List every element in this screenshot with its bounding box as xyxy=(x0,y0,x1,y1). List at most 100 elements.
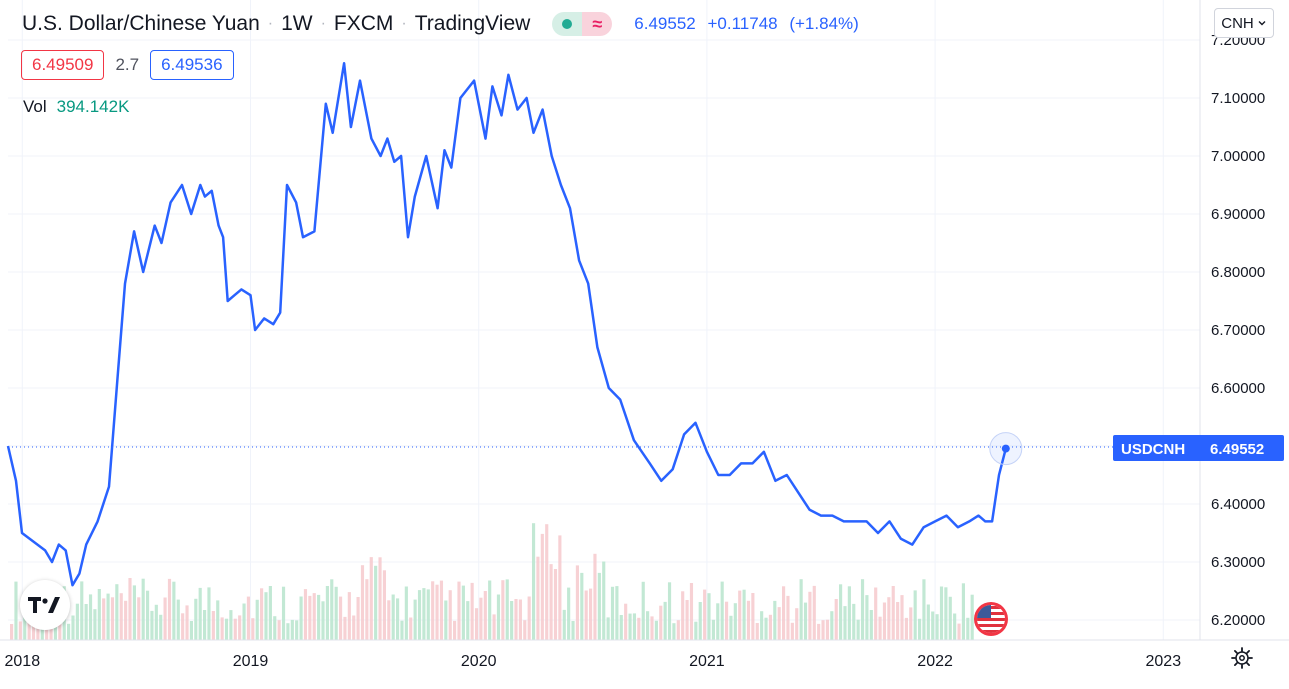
spread-value: 2.7 xyxy=(115,55,140,74)
symbol-title[interactable]: U.S. Dollar/Chinese Yuan xyxy=(22,12,260,35)
volume-bar xyxy=(944,587,948,640)
volume-bar xyxy=(764,617,768,640)
volume-bar xyxy=(681,591,685,640)
volume-bar xyxy=(610,586,615,640)
volume-bar xyxy=(466,601,470,640)
volume-bar xyxy=(641,581,645,640)
volume-bar xyxy=(453,620,457,640)
volume-bar xyxy=(839,584,843,640)
volume-bar xyxy=(672,623,676,640)
y-tick-label: 6.60000 xyxy=(1211,380,1265,397)
volume-bar xyxy=(733,603,737,640)
volume-bar xyxy=(93,609,97,640)
approximate-icon[interactable]: ≈ xyxy=(582,12,613,36)
x-tick-label: 2019 xyxy=(233,653,269,670)
price-tag: USDCNH 6.49552 xyxy=(1113,435,1284,461)
volume-bar xyxy=(132,585,136,640)
volume-bar xyxy=(948,596,952,640)
currency-button[interactable]: CNH xyxy=(1214,8,1274,38)
volume-bar xyxy=(431,581,435,640)
volume-bar xyxy=(330,579,334,640)
volume-bar xyxy=(738,590,742,640)
volume-bar xyxy=(176,599,180,640)
volume-bar xyxy=(409,617,413,640)
y-tick-label: 6.30000 xyxy=(1211,554,1265,571)
volume-bar xyxy=(145,590,150,640)
volume-bar xyxy=(479,597,483,640)
volume-bar xyxy=(229,610,233,640)
volume-bar xyxy=(755,623,759,640)
volume-bar xyxy=(685,600,689,640)
bid-ask-panel: 6.49509 2.7 6.49536 xyxy=(21,50,234,80)
sell-price-button[interactable]: 6.49509 xyxy=(21,50,105,80)
quote-summary: 6.49552 +0.11748 (+1.84%) xyxy=(634,14,866,34)
volume-bar xyxy=(909,607,913,640)
volume-bar xyxy=(325,586,329,640)
tradingview-logo-icon[interactable] xyxy=(20,580,70,630)
volume-bar xyxy=(369,557,373,640)
volume-bar xyxy=(891,586,895,640)
volume-bar xyxy=(457,581,461,640)
volume-bar xyxy=(216,600,220,640)
volume-bar xyxy=(338,596,343,640)
volume-bar xyxy=(488,580,492,640)
volume-bar xyxy=(953,613,957,640)
volume-bar xyxy=(874,587,878,640)
price-tag-price: 6.49552 xyxy=(1210,441,1264,458)
market-open-icon[interactable] xyxy=(552,12,583,36)
volume-bar xyxy=(150,610,154,640)
x-tick-label: 2018 xyxy=(5,653,41,670)
volume-bar xyxy=(422,588,426,640)
volume-bar xyxy=(812,585,816,640)
volume-bar xyxy=(795,608,799,640)
volume-bar xyxy=(808,591,812,640)
volume-bar xyxy=(961,583,965,640)
volume-bar xyxy=(742,589,746,640)
price-axis[interactable]: 6.200006.300006.400006.500006.600006.700… xyxy=(1211,32,1265,629)
volume-bar xyxy=(957,623,961,640)
volume-bar xyxy=(527,596,531,640)
volume-bar xyxy=(317,594,321,640)
interval-label[interactable]: 1W xyxy=(281,12,313,35)
buy-price-button[interactable]: 6.49536 xyxy=(150,50,234,80)
volume-bar xyxy=(571,621,575,640)
volume-legend: Vol 394.142K xyxy=(23,97,129,117)
price-series-line[interactable] xyxy=(6,61,1008,587)
volume-bar xyxy=(913,590,917,640)
volume-bar xyxy=(207,587,211,640)
time-axis[interactable]: 2018 2019 2020 2021 2022 2023 xyxy=(5,653,1182,670)
volume-bar xyxy=(531,523,536,640)
volume-bar xyxy=(575,565,579,640)
volume-bar xyxy=(413,599,417,640)
volume-bar xyxy=(71,615,75,640)
volume-bar xyxy=(786,595,790,640)
volume-bar xyxy=(676,620,680,640)
volume-bar xyxy=(426,589,430,640)
us-flag-icon[interactable] xyxy=(973,601,1009,637)
volume-bar xyxy=(746,600,751,640)
volume-bar xyxy=(545,524,549,640)
volume-bar xyxy=(137,597,141,640)
volume-bar xyxy=(378,557,382,640)
volume-bar xyxy=(602,561,606,640)
gear-icon[interactable] xyxy=(1230,646,1254,670)
volume-bar xyxy=(659,605,663,640)
volume-bar xyxy=(251,618,255,640)
volume-bar xyxy=(847,586,851,640)
volume-bar xyxy=(896,602,900,640)
volume-bar xyxy=(593,553,597,640)
volume-bar xyxy=(97,589,101,640)
volume-bar xyxy=(852,603,856,640)
volume-bar xyxy=(825,619,830,640)
volume-bar xyxy=(102,598,106,640)
volume-bar xyxy=(10,624,14,640)
market-status-pill[interactable]: ≈ xyxy=(552,12,613,36)
volume-bar xyxy=(667,582,672,640)
volume-bar xyxy=(760,611,764,640)
volume-bar xyxy=(558,535,562,640)
currency-label: CNH xyxy=(1221,14,1254,32)
volume-bar xyxy=(878,616,882,640)
volume-bar xyxy=(461,585,465,640)
